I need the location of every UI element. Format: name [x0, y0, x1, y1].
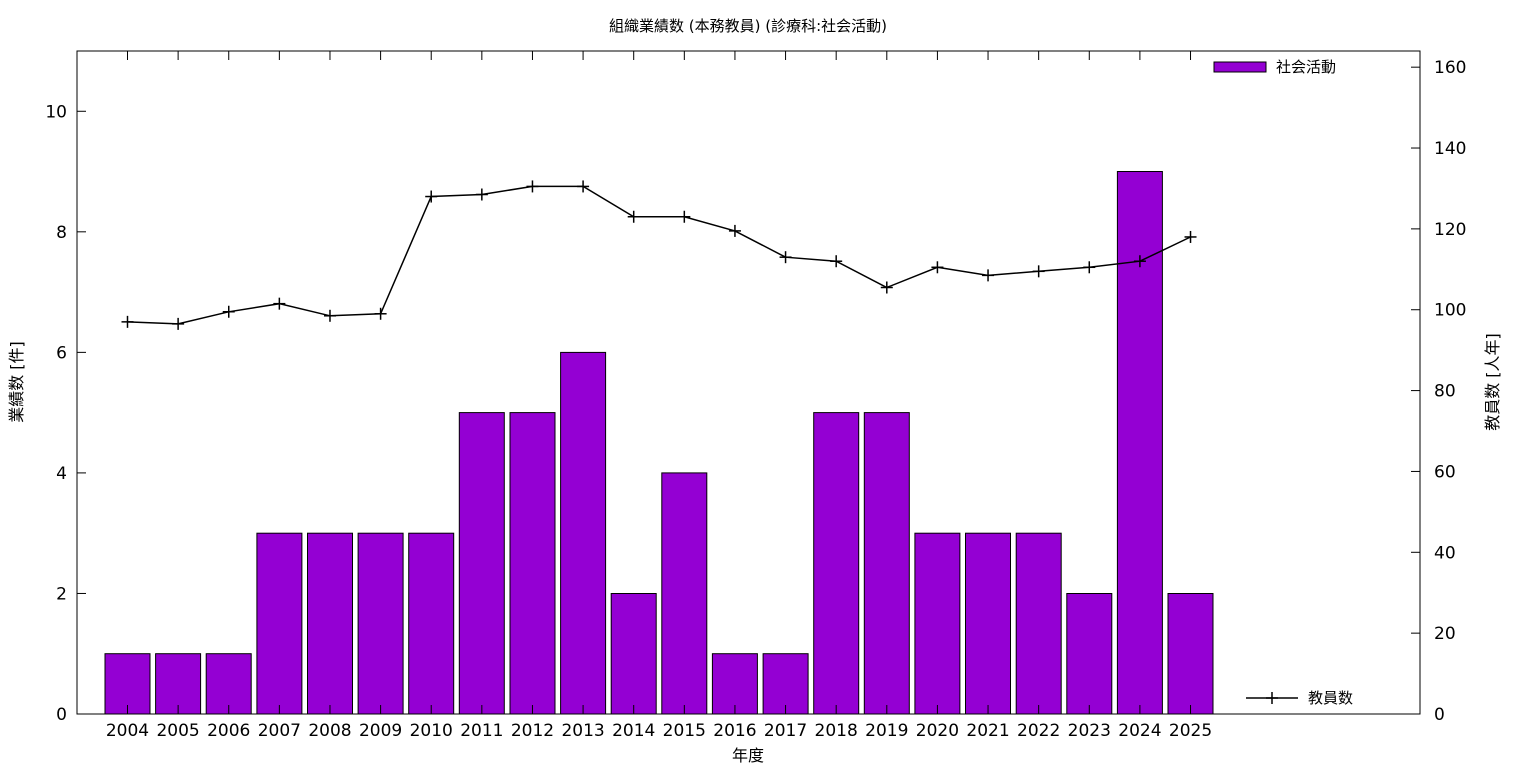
- y2-tick-label: 100: [1434, 301, 1466, 321]
- bar-2018: [813, 412, 860, 715]
- x-tick-label: 2016: [713, 721, 756, 741]
- y2-tick-label: 0: [1434, 705, 1445, 725]
- y2-tick-label: 160: [1434, 58, 1466, 78]
- line-point-2005: [172, 317, 185, 330]
- line-point-2006: [222, 305, 235, 318]
- x-tick-label: 2021: [966, 721, 1009, 741]
- bar-2010: [408, 532, 455, 715]
- line-point-2014: [627, 210, 640, 223]
- bar-2004: [104, 653, 151, 715]
- line-point-2004: [121, 315, 134, 328]
- line-point-2007: [273, 297, 286, 310]
- y2-axis-label: 教員数 [人年]: [1483, 333, 1502, 431]
- bar-2008: [307, 532, 353, 715]
- x-tick-label: 2017: [764, 721, 807, 741]
- line-point-2013: [577, 180, 590, 193]
- bar-2007: [256, 532, 303, 715]
- bar-2012: [509, 412, 556, 715]
- line-point-2023: [1083, 261, 1096, 274]
- line-point-2019: [880, 281, 893, 294]
- bar-2014: [610, 593, 657, 715]
- x-tick-label: 2013: [561, 721, 604, 741]
- y-tick-label: 4: [56, 464, 67, 484]
- y-tick-label: 10: [45, 102, 67, 122]
- x-tick-label: 2014: [612, 721, 655, 741]
- x-tick-label: 2011: [460, 721, 503, 741]
- y2-tick-label: 140: [1434, 139, 1466, 159]
- x-tick-label: 2012: [511, 721, 554, 741]
- y2-tick-label: 80: [1434, 382, 1456, 402]
- bar-2011: [458, 412, 505, 715]
- x-tick-label: 2023: [1068, 721, 1111, 741]
- line-point-2022: [1032, 265, 1045, 278]
- bar-2025: [1167, 593, 1214, 715]
- bar-2015: [661, 472, 708, 715]
- x-tick-label: 2006: [207, 721, 250, 741]
- x-tick-label: 2019: [865, 721, 908, 741]
- y-tick-label: 8: [56, 223, 67, 243]
- bar-2023: [1066, 593, 1113, 715]
- legend-line-entry: 教員数: [1246, 689, 1353, 707]
- x-tick-label: 2018: [815, 721, 858, 741]
- x-tick-label: 2010: [410, 721, 453, 741]
- line-point-2008: [323, 309, 336, 322]
- bar-2009: [357, 532, 404, 715]
- bar-2021: [965, 532, 1011, 715]
- line-point-2011: [475, 188, 488, 201]
- x-tick-label: 2007: [258, 721, 301, 741]
- bar-2019: [863, 412, 910, 715]
- x-tick-label: 2004: [106, 721, 149, 741]
- y-tick-label: 6: [56, 343, 67, 363]
- y2-tick-label: 120: [1434, 220, 1466, 240]
- line-point-2018: [830, 255, 843, 268]
- line-point-2012: [526, 180, 539, 193]
- line-point-2016: [728, 224, 741, 237]
- bar-2013: [560, 351, 607, 715]
- x-tick-label: 2005: [156, 721, 199, 741]
- bar-2005: [155, 653, 202, 715]
- x-tick-label: 2008: [308, 721, 351, 741]
- line-point-2009: [374, 307, 387, 320]
- bar-2020: [914, 532, 961, 715]
- x-tick-label: 2009: [359, 721, 402, 741]
- y2-tick-label: 20: [1434, 624, 1456, 644]
- legend-bar-swatch: [1213, 61, 1267, 73]
- x-tick-label: 2022: [1017, 721, 1060, 741]
- plot-frame: [76, 50, 1421, 715]
- bar-series: [104, 171, 1214, 715]
- legend-line-label: 教員数: [1308, 689, 1353, 707]
- y-axis-label: 業績数 [件]: [7, 341, 26, 423]
- y-tick-label: 0: [56, 705, 67, 725]
- y2-tick-label: 40: [1434, 543, 1456, 563]
- line-point-2017: [779, 251, 792, 264]
- x-tick-label: 2024: [1118, 721, 1161, 741]
- x-tick-label: 2020: [916, 721, 959, 741]
- bar-2016: [711, 653, 758, 715]
- bar-2006: [205, 653, 252, 715]
- bar-2022: [1015, 532, 1062, 715]
- line-point-2020: [931, 261, 944, 274]
- x-axis-label: 年度: [732, 746, 764, 765]
- x-tick-label: 2025: [1169, 721, 1212, 741]
- bar-2017: [762, 653, 809, 715]
- y-tick-label: 2: [56, 584, 67, 604]
- legend-bar-entry: 社会活動: [1213, 58, 1336, 76]
- line-point-2021: [982, 269, 995, 282]
- line-point-2024: [1133, 255, 1146, 268]
- line-series: [121, 180, 1197, 330]
- line-point-2010: [425, 190, 438, 203]
- line-point-2025: [1184, 230, 1197, 243]
- x-tick-label: 2015: [663, 721, 706, 741]
- line-path: [127, 185, 1191, 325]
- line-point-2015: [678, 210, 691, 223]
- legend-bar-label: 社会活動: [1276, 58, 1336, 76]
- chart-title: 組織業績数 (本務教員) (診療科:社会活動): [609, 17, 887, 35]
- y2-tick-label: 60: [1434, 462, 1456, 482]
